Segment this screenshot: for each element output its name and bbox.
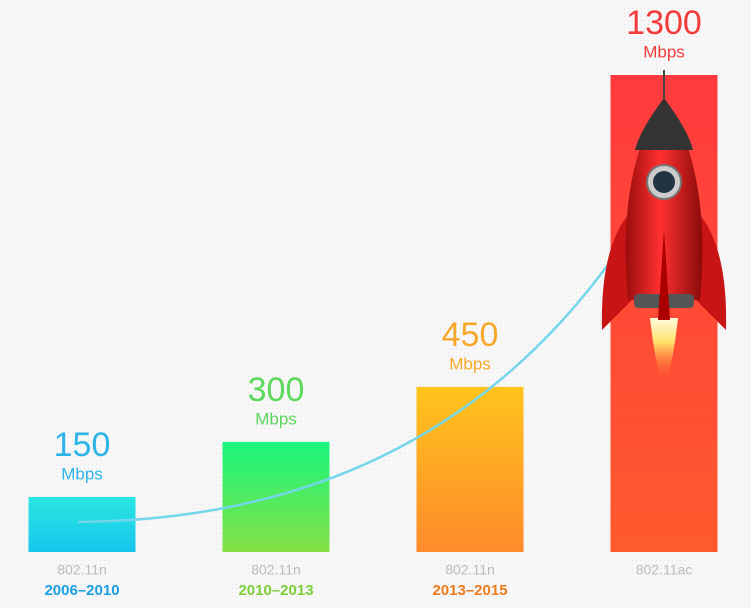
unit-label: Mbps [643,42,685,61]
period-label: 2013–2015 [432,582,507,599]
growth-curve [77,261,612,524]
rocket [601,70,727,379]
value-label: 150 [54,426,111,464]
standard-label: 802.11ac [636,562,693,578]
unit-label: Mbps [61,464,103,483]
standard-label: 802.11n [57,562,107,578]
unit-label: Mbps [255,409,297,428]
value-label: 1300 [626,4,702,42]
standard-label: 802.11n [445,562,495,578]
period-label: 2006–2010 [44,582,119,599]
standard-label: 802.11n [251,562,301,578]
unit-label: Mbps [449,354,491,373]
bar [416,386,524,552]
period-label: 2010–2013 [238,582,313,599]
value-label: 450 [442,316,499,354]
value-label: 300 [248,371,305,409]
bar [28,496,136,552]
